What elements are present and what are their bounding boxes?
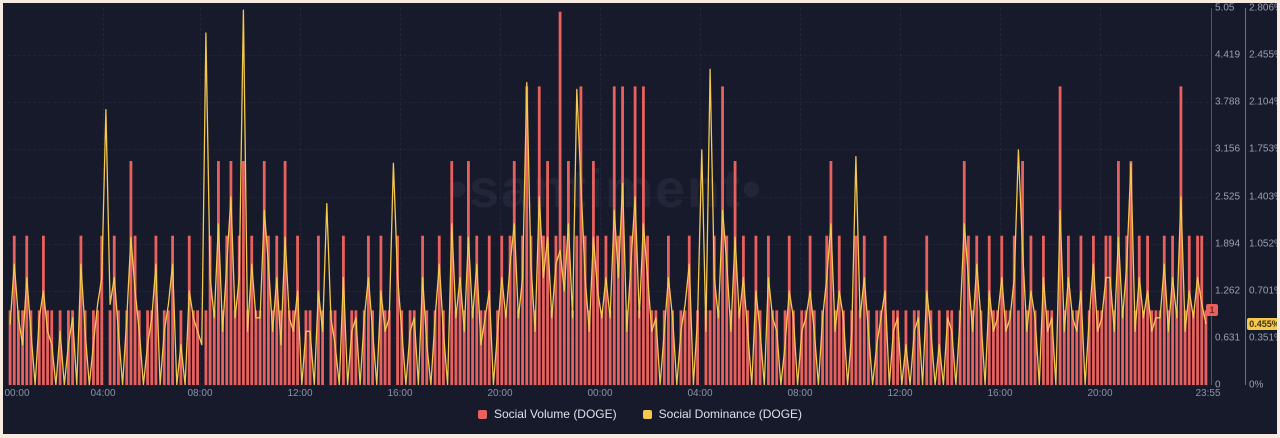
chart-panel: •santiment• 5.05 4.419 3.788 3.156 2.525 1.89… bbox=[3, 3, 1277, 434]
chart-plot-area[interactable] bbox=[8, 8, 1208, 385]
time-tick-label: 12:00 bbox=[887, 388, 913, 399]
time-tick-label: 00:00 bbox=[587, 388, 613, 399]
volume-current-value-badge: 1 bbox=[1206, 304, 1218, 316]
time-tick-label: 20:00 bbox=[487, 388, 513, 399]
legend-item-social-volume[interactable]: Social Volume (DOGE) bbox=[477, 407, 617, 421]
vol-tick-label: 4.419 bbox=[1215, 49, 1241, 61]
dom-tick-label: 0.351% bbox=[1249, 332, 1277, 344]
vol-tick-label: 1.894 bbox=[1215, 238, 1241, 250]
legend-item-social-dominance[interactable]: Social Dominance (DOGE) bbox=[642, 407, 803, 421]
dom-tick-label: 1.052% bbox=[1249, 238, 1277, 250]
dom-tick-label: 0.701% bbox=[1249, 285, 1277, 297]
dom-tick-label: 2.455% bbox=[1249, 49, 1277, 61]
social-volume-swatch-icon bbox=[477, 409, 487, 419]
time-tick-label: 08:00 bbox=[187, 388, 213, 399]
vol-tick-label: 2.525 bbox=[1215, 191, 1241, 202]
dom-tick-label: 2.104% bbox=[1249, 96, 1277, 108]
vol-tick-label: 1.262 bbox=[1215, 285, 1241, 297]
dom-tick-label: 1.753% bbox=[1249, 143, 1277, 155]
vol-tick-label: 0.631 bbox=[1215, 332, 1241, 344]
vol-tick-label: 3.788 bbox=[1215, 96, 1241, 108]
chart-legend: Social Volume (DOGE) Social Dominance (D… bbox=[3, 407, 1277, 421]
legend-label: Social Dominance (DOGE) bbox=[658, 407, 803, 421]
time-tick-label: 12:00 bbox=[287, 388, 313, 399]
time-tick-label: 16:00 bbox=[987, 388, 1013, 399]
time-tick-label: 04:00 bbox=[90, 388, 116, 399]
time-tick-label: 00:00 bbox=[4, 388, 30, 399]
social-volume-dominance-chart[interactable] bbox=[8, 8, 1208, 385]
time-tick-label: 16:00 bbox=[387, 388, 413, 399]
time-tick-label: 08:00 bbox=[787, 388, 813, 399]
volume-axis-line bbox=[1211, 8, 1212, 385]
time-tick-label: 20:00 bbox=[1087, 388, 1113, 399]
time-tick-label: 23:55 bbox=[1195, 388, 1221, 399]
dom-tick-label: 1.403% bbox=[1249, 191, 1277, 202]
dom-tick-label: 0% bbox=[1249, 379, 1264, 391]
time-tick-label: 04:00 bbox=[687, 388, 713, 399]
dominance-current-value-badge: 0.455% bbox=[1247, 318, 1277, 330]
legend-label: Social Volume (DOGE) bbox=[493, 407, 617, 421]
vol-tick-label: 0 bbox=[1215, 379, 1221, 391]
social-dominance-swatch-icon bbox=[642, 409, 652, 419]
vol-tick-label: 3.156 bbox=[1215, 143, 1241, 155]
dominance-axis-line bbox=[1245, 8, 1246, 385]
vol-tick-label: 5.05 bbox=[1215, 3, 1235, 14]
dom-tick-label: 2.806% bbox=[1249, 3, 1277, 14]
